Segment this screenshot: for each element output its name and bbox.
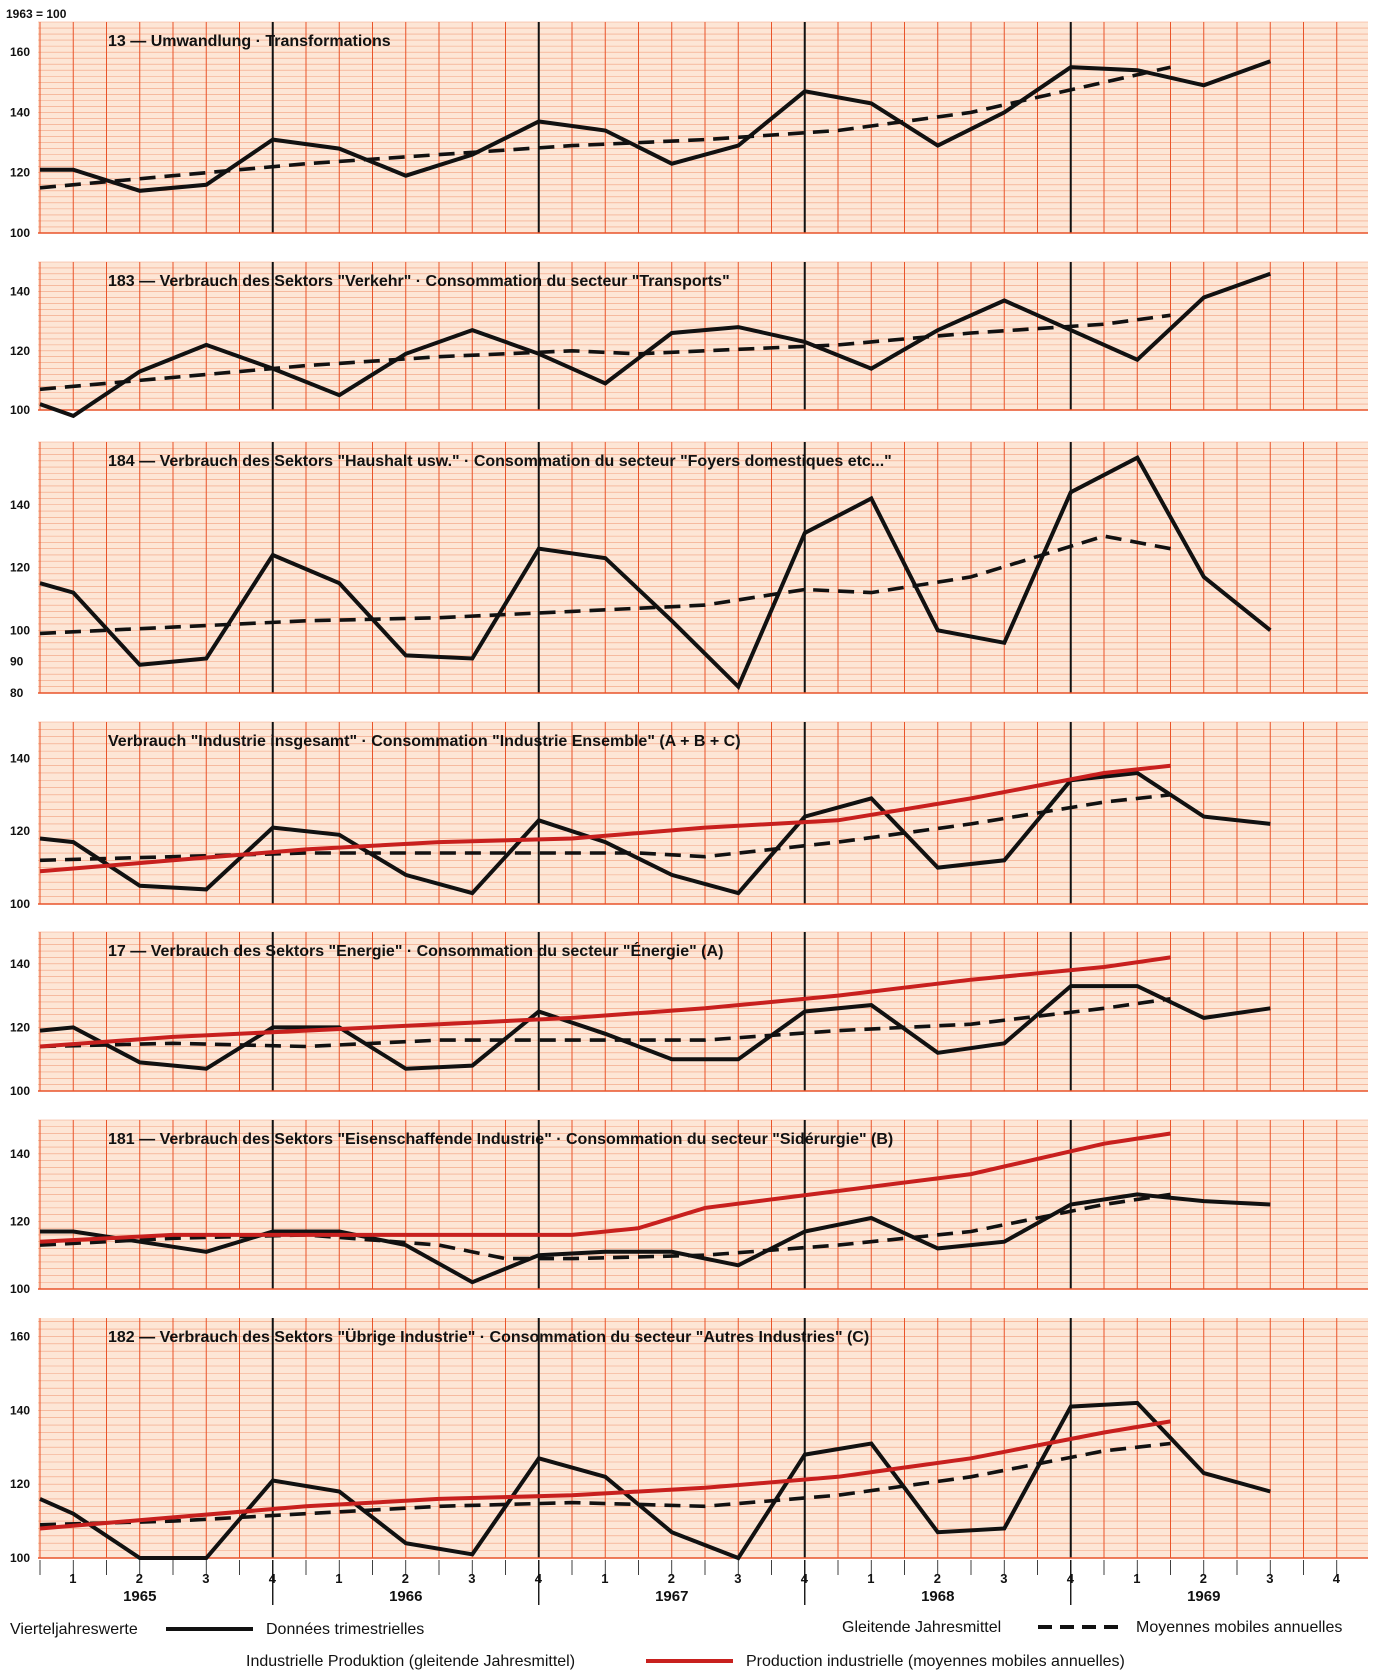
panel-title: 17 — Verbrauch des Sektors "Energie" · C… xyxy=(108,941,723,960)
panel-title: 184 — Verbrauch des Sektors "Haushalt us… xyxy=(108,453,892,470)
x-tick-label: 1 xyxy=(335,1571,342,1586)
series-quarterly xyxy=(40,1192,1271,1285)
panel-1: 160 140 120 100 13 — Umwandlung · Transforma… xyxy=(10,21,1368,240)
x-tick-label: 4 xyxy=(535,1571,543,1586)
legend-production-de: Industrielle Produktion (gleitende Jahre… xyxy=(246,1653,575,1670)
series-quarterly xyxy=(39,770,1271,896)
panel-title: 181 — Verbrauch des Sektors "Eisenschaff… xyxy=(108,1131,893,1148)
series-production xyxy=(39,1419,1171,1531)
y-tick-label: 140 xyxy=(10,285,30,299)
series-production xyxy=(39,1131,1171,1244)
x-tick-label: 2 xyxy=(402,1571,409,1586)
x-tick-label: 1 xyxy=(1133,1571,1140,1586)
panel-title: 182 — Verbrauch des Sektors "Übrige Indu… xyxy=(108,1327,869,1346)
y-tick-label: 160 xyxy=(10,45,30,59)
series-quarterly xyxy=(39,271,1271,419)
x-tick-label: 3 xyxy=(1000,1571,1007,1586)
x-tick-label: 4 xyxy=(801,1571,809,1586)
y-tick-label: 140 xyxy=(10,751,30,765)
series-production xyxy=(39,955,1171,1049)
legend-production-fr: Production industrielle (moyennes mobile… xyxy=(746,1653,1125,1670)
x-year-label: 1965 xyxy=(123,1588,156,1605)
x-tick-label: 2 xyxy=(136,1571,143,1586)
y-tick-label: 140 xyxy=(10,957,30,971)
x-year-label: 1967 xyxy=(655,1588,688,1605)
x-tick-label: 3 xyxy=(734,1571,741,1586)
y-tick-label: 100 xyxy=(10,897,30,911)
x-axis: 1 2 3 4 1 2 3 4 1 2 3 4 1 2 3 4 1 2 3 4 1965 1966 1967 1968 1969 xyxy=(39,1560,1341,1605)
panel-2: 140 120 100 183 — Verbrauch des Sektors "Ve… xyxy=(10,261,1368,419)
plot-area xyxy=(38,722,1368,904)
series-moving-average xyxy=(39,313,1171,392)
panel-5: 140 120 100 17 — Verbrauch des Sektors "Ene… xyxy=(10,931,1368,1098)
y-tick-label: 120 xyxy=(10,1214,30,1228)
x-tick-label: 4 xyxy=(269,1571,277,1586)
x-year-label: 1966 xyxy=(389,1588,422,1605)
plot-area xyxy=(38,1318,1368,1558)
series-quarterly xyxy=(40,59,1271,193)
plot-area xyxy=(38,932,1368,1091)
x-tick-label: 4 xyxy=(1067,1571,1075,1586)
y-tick-label: 100 xyxy=(10,623,30,637)
legend: Vierteljahreswerte Données trimestrielle… xyxy=(10,1619,1342,1670)
legend-moving-de: Gleitende Jahresmittel xyxy=(842,1619,1001,1636)
plot-area xyxy=(38,262,1368,410)
series-quarterly xyxy=(39,1400,1271,1561)
panel-title: Verbrauch "Industrie insgesamt" · Consom… xyxy=(108,733,741,750)
x-year-label: 1968 xyxy=(921,1588,954,1605)
panel-title: 183 — Verbrauch des Sektors "Verkehr" · … xyxy=(108,273,730,290)
y-tick-label: 120 xyxy=(10,561,30,575)
series-moving-average xyxy=(39,534,1171,636)
y-tick-label: 140 xyxy=(10,498,30,512)
y-tick-label: 90 xyxy=(10,655,24,669)
panel-title: 13 — Umwandlung · Transformations xyxy=(108,33,391,50)
y-tick-label: 120 xyxy=(10,344,30,358)
panel-6: 140 120 100 181 — Verbrauch des Sektors "Ei… xyxy=(10,1119,1368,1296)
x-tick-label: 4 xyxy=(1333,1571,1341,1586)
y-tick-label: 140 xyxy=(10,1403,30,1417)
y-tick-label: 120 xyxy=(10,824,30,838)
plot-area xyxy=(38,22,1368,233)
y-tick-label: 100 xyxy=(10,1084,30,1098)
series-quarterly xyxy=(39,984,1271,1071)
x-tick-label: 2 xyxy=(934,1571,941,1586)
y-tick-label: 100 xyxy=(10,1551,30,1565)
x-year-label: 1969 xyxy=(1187,1588,1220,1605)
legend-moving-fr: Moyennes mobiles annuelles xyxy=(1136,1619,1342,1636)
x-tick-label: 1 xyxy=(867,1571,874,1586)
series-moving-average xyxy=(39,793,1171,863)
y-tick-label: 120 xyxy=(10,1477,30,1491)
panel-3: 140 120 100 90 80 184 — Verbrauch des Sektors… xyxy=(10,441,1368,700)
y-tick-label: 100 xyxy=(10,1282,30,1296)
x-tick-label: 1 xyxy=(601,1571,608,1586)
y-tick-label: 100 xyxy=(10,403,30,417)
x-tick-label: 2 xyxy=(1200,1571,1207,1586)
y-tick-label: 100 xyxy=(10,226,30,240)
series-moving-average xyxy=(39,1192,1171,1261)
x-tick-label: 3 xyxy=(202,1571,209,1586)
series-moving-average xyxy=(39,65,1171,190)
y-tick-label: 140 xyxy=(10,1147,30,1161)
legend-quarterly-de: Vierteljahreswerte xyxy=(10,1621,138,1638)
y-tick-label: 160 xyxy=(10,1329,30,1343)
plot-area xyxy=(38,1120,1368,1289)
x-tick-label: 2 xyxy=(668,1571,675,1586)
series-quarterly xyxy=(39,455,1272,691)
x-tick-label: 3 xyxy=(1266,1571,1273,1586)
y-tick-label: 80 xyxy=(10,686,24,700)
panel-7: 160 140 120 100 182 — Verbrauch des Sektors … xyxy=(10,1318,1368,1565)
panel-4: 140 120 100 Verbrauch "Industrie insgesamt"… xyxy=(10,721,1368,911)
x-tick-label: 1 xyxy=(69,1571,76,1586)
panels: 160 140 120 100 13 — Umwandlung · Transforma… xyxy=(10,21,1368,1565)
series-moving-average xyxy=(39,1441,1171,1527)
y-tick-label: 120 xyxy=(10,166,30,180)
legend-quarterly-fr: Données trimestrielles xyxy=(266,1621,424,1638)
series-production xyxy=(39,763,1171,874)
x-tick-label: 3 xyxy=(468,1571,475,1586)
y-tick-label: 140 xyxy=(10,105,30,119)
y-tick-label: 120 xyxy=(10,1020,30,1034)
base-index-label: 1963 = 100 xyxy=(6,7,67,21)
